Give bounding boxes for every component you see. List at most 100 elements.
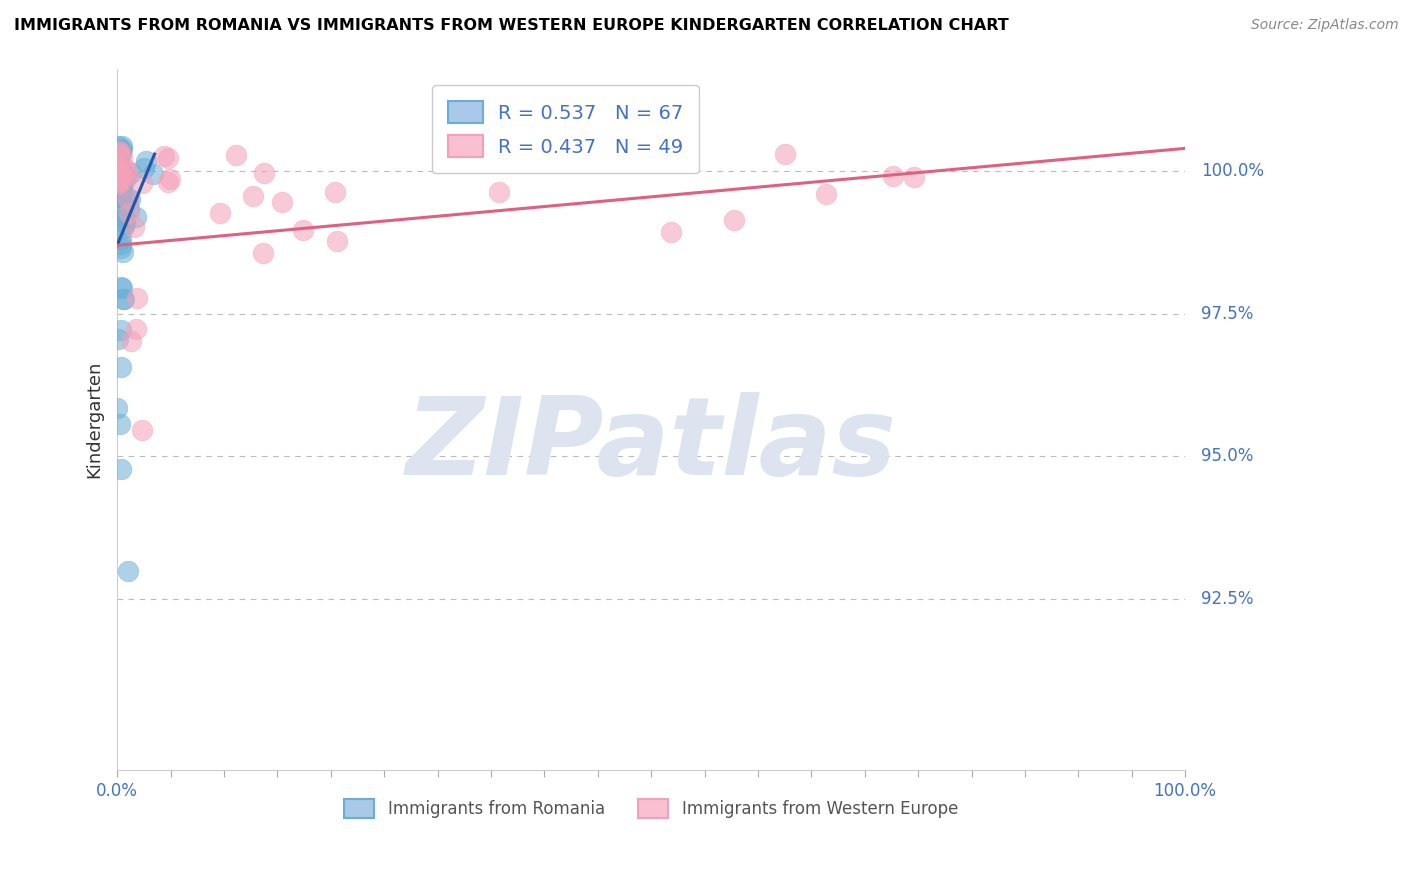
Point [110, 237, 132, 252]
Point [107, 177, 129, 191]
Point [111, 220, 134, 235]
Point [125, 210, 148, 224]
Point [107, 183, 129, 197]
Point [110, 165, 132, 179]
Point [117, 564, 139, 578]
Point [112, 245, 135, 260]
Point [110, 462, 132, 476]
Text: 97.5%: 97.5% [1201, 305, 1254, 323]
Point [105, 170, 128, 185]
Point [110, 172, 132, 186]
Point [156, 151, 179, 165]
Point [903, 169, 925, 184]
Point [111, 150, 134, 164]
Point [108, 145, 131, 159]
Point [112, 176, 135, 190]
Point [225, 148, 247, 162]
Point [110, 145, 132, 159]
Point [111, 281, 134, 295]
Point [110, 145, 132, 159]
Text: 95.0%: 95.0% [1201, 447, 1254, 466]
Point [107, 148, 129, 162]
Text: 92.5%: 92.5% [1201, 590, 1254, 608]
Point [814, 187, 837, 202]
Point [108, 173, 131, 187]
Point [108, 173, 131, 187]
Point [120, 334, 142, 349]
Point [110, 360, 132, 375]
Point [108, 417, 131, 431]
Point [107, 199, 129, 213]
Point [111, 167, 134, 181]
Point [108, 147, 131, 161]
Point [114, 217, 136, 231]
Point [107, 332, 129, 346]
Point [114, 218, 136, 232]
Point [107, 145, 129, 159]
Point [108, 176, 131, 190]
Point [110, 323, 132, 337]
Point [325, 234, 347, 248]
Point [110, 165, 132, 179]
Point [118, 192, 141, 206]
Text: IMMIGRANTS FROM ROMANIA VS IMMIGRANTS FROM WESTERN EUROPE KINDERGARTEN CORRELATI: IMMIGRANTS FROM ROMANIA VS IMMIGRANTS FR… [14, 18, 1010, 33]
Point [271, 195, 294, 210]
Point [110, 172, 132, 186]
Point [773, 146, 796, 161]
Point [120, 165, 142, 179]
Point [112, 196, 135, 211]
Point [132, 161, 155, 176]
Point [108, 175, 131, 189]
Point [115, 171, 138, 186]
Point [108, 147, 131, 161]
Point [110, 280, 132, 294]
Point [159, 171, 181, 186]
Point [108, 166, 131, 180]
Point [115, 162, 138, 177]
Point [117, 192, 139, 206]
Point [111, 162, 134, 177]
Point [659, 225, 682, 239]
Point [111, 169, 134, 183]
Point [125, 292, 148, 306]
Point [208, 206, 231, 220]
Point [107, 175, 129, 189]
Point [110, 174, 132, 188]
Point [292, 223, 315, 237]
Text: ZIPatlas: ZIPatlas [405, 392, 897, 498]
Point [105, 401, 128, 416]
Point [117, 193, 139, 207]
Point [488, 185, 510, 199]
Point [131, 423, 153, 437]
Point [112, 292, 135, 306]
Point [157, 175, 180, 189]
Point [105, 167, 128, 181]
Point [107, 138, 129, 153]
Point [135, 154, 157, 169]
Point [108, 163, 131, 178]
Point [114, 172, 136, 186]
Point [107, 169, 129, 183]
Point [882, 169, 904, 183]
Point [112, 189, 135, 203]
Point [125, 321, 148, 335]
Point [110, 241, 132, 255]
Point [111, 292, 134, 306]
Text: 100.0%: 100.0% [1201, 162, 1264, 180]
Point [107, 172, 129, 186]
Point [105, 166, 128, 180]
Point [107, 190, 129, 204]
Point [253, 166, 276, 180]
Point [107, 165, 129, 179]
Point [325, 185, 347, 199]
Point [107, 150, 129, 164]
Point [115, 163, 138, 178]
Point [114, 169, 136, 183]
Point [111, 142, 134, 156]
Point [105, 166, 128, 180]
Point [118, 206, 141, 220]
Point [111, 185, 134, 199]
Point [110, 177, 132, 191]
Point [108, 167, 131, 181]
Point [107, 166, 129, 180]
